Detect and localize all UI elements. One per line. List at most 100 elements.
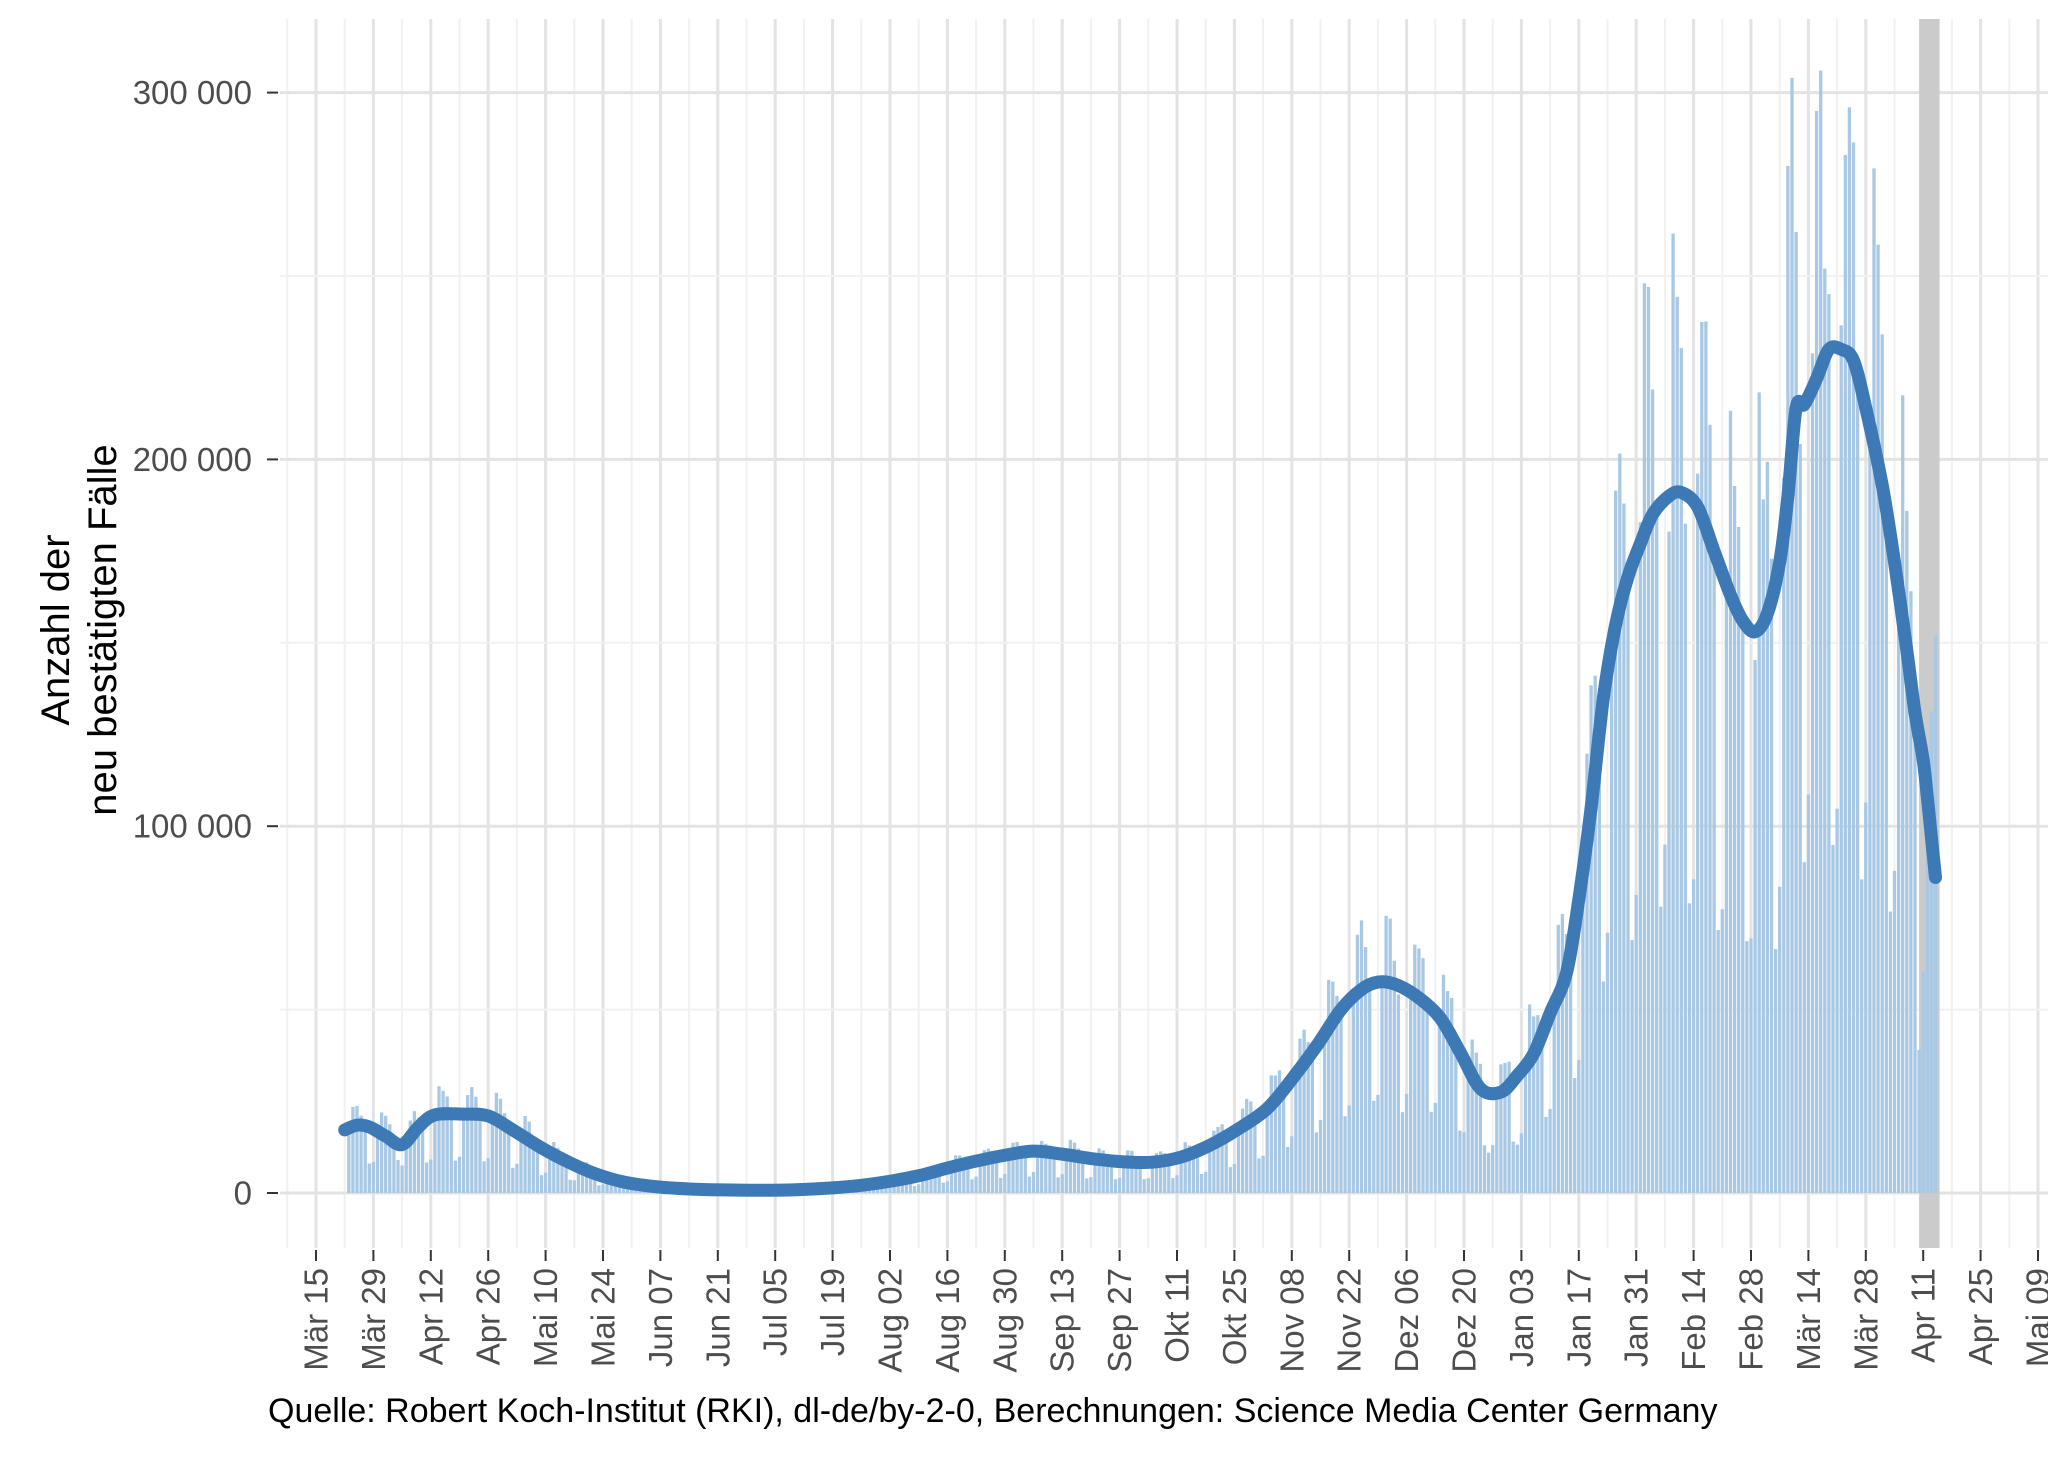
x-tick-label: Sep 13 <box>1044 1268 1081 1373</box>
bar <box>1322 1023 1327 1193</box>
bar <box>584 1162 589 1193</box>
bar <box>556 1147 560 1193</box>
bar <box>425 1162 429 1193</box>
bar <box>416 1117 421 1193</box>
bar <box>1913 736 1917 1193</box>
bar <box>572 1180 576 1193</box>
bar <box>490 1117 494 1193</box>
x-tick-label: Aug 30 <box>986 1268 1023 1373</box>
bar <box>1503 1062 1507 1193</box>
bar <box>908 1177 913 1193</box>
bar <box>1437 1013 1442 1193</box>
bar <box>1609 652 1614 1193</box>
bar <box>1646 287 1651 1193</box>
bar <box>1540 1033 1544 1193</box>
source-caption: Quelle: Robert Koch-Institut (RKI), dl-d… <box>268 1392 1718 1430</box>
bar <box>1195 1152 1200 1193</box>
bar <box>994 1157 999 1193</box>
x-tick-label: Apr 11 <box>1905 1268 1942 1363</box>
y-tick-label: 100 000 <box>133 808 252 845</box>
x-tick-label: Nov 08 <box>1273 1268 1310 1373</box>
bar <box>363 1121 367 1193</box>
bar <box>1269 1075 1273 1193</box>
bar <box>1691 879 1696 1193</box>
bar <box>1052 1155 1056 1193</box>
bar <box>1860 879 1864 1193</box>
y-tick-label: 300 000 <box>133 74 252 111</box>
x-tick-label: Feb 14 <box>1675 1268 1712 1371</box>
bar <box>1810 353 1815 1193</box>
bar <box>1134 1157 1138 1193</box>
bar <box>1581 869 1585 1193</box>
bar <box>1044 1143 1048 1193</box>
bar <box>1806 794 1811 1193</box>
bar <box>1929 711 1934 1193</box>
bar <box>1359 920 1364 1193</box>
bar <box>966 1163 970 1193</box>
bar <box>486 1158 490 1193</box>
bar <box>1179 1158 1183 1193</box>
bar <box>1679 347 1683 1194</box>
bar <box>933 1166 937 1193</box>
bar <box>1097 1148 1101 1193</box>
bar <box>1724 597 1729 1193</box>
bar <box>1827 294 1831 1194</box>
bar <box>1310 1053 1314 1193</box>
bar <box>601 1184 605 1193</box>
bar <box>1126 1150 1130 1193</box>
bar <box>1105 1155 1109 1193</box>
bar <box>1167 1156 1171 1193</box>
bar <box>1093 1157 1097 1193</box>
bar <box>917 1184 921 1193</box>
bar <box>1741 614 1745 1193</box>
bar <box>1040 1140 1044 1193</box>
bar <box>1372 1100 1376 1193</box>
bar <box>1113 1179 1118 1193</box>
bar <box>1794 231 1798 1193</box>
bar <box>1458 1130 1462 1193</box>
bar <box>568 1179 572 1193</box>
bar <box>1892 870 1897 1193</box>
bar <box>1737 526 1741 1193</box>
x-tick-label: Aug 02 <box>872 1268 909 1373</box>
bar <box>1704 321 1708 1194</box>
bar <box>445 1096 449 1193</box>
bar <box>1917 1049 1921 1193</box>
bar <box>1708 424 1712 1194</box>
bar <box>625 1188 630 1193</box>
bar <box>1109 1161 1114 1193</box>
y-tick-label: 200 000 <box>133 441 252 478</box>
bar <box>1314 1132 1319 1193</box>
bar <box>1154 1153 1159 1193</box>
x-tick-label: Apr 12 <box>412 1268 449 1365</box>
bar <box>1351 1000 1355 1193</box>
x-tick-label: Mär 29 <box>355 1268 392 1371</box>
bar <box>958 1155 962 1193</box>
bar <box>548 1151 552 1193</box>
bar <box>1474 1052 1478 1193</box>
bar <box>531 1136 535 1193</box>
bar <box>1138 1161 1142 1193</box>
bar <box>1363 947 1368 1193</box>
bar <box>429 1159 433 1193</box>
bar <box>1339 1001 1343 1193</box>
x-tick-label: Feb 28 <box>1733 1268 1770 1371</box>
bar <box>1392 960 1396 1193</box>
bar <box>1122 1159 1126 1193</box>
x-tick-label: Jan 31 <box>1618 1268 1655 1367</box>
bar <box>1048 1145 1052 1193</box>
bar <box>1318 1120 1323 1193</box>
bar <box>1614 490 1618 1193</box>
x-tick-label: Jul 05 <box>757 1268 794 1356</box>
bar <box>1060 1174 1064 1193</box>
bar <box>1491 1145 1495 1193</box>
bar <box>912 1186 917 1193</box>
trend-line <box>338 340 1942 1197</box>
bar <box>1585 753 1589 1193</box>
bar <box>1265 1106 1269 1193</box>
bar <box>1027 1176 1032 1193</box>
bar <box>449 1119 453 1193</box>
bar <box>564 1158 568 1193</box>
bar <box>1081 1155 1085 1193</box>
bar <box>1101 1150 1105 1193</box>
